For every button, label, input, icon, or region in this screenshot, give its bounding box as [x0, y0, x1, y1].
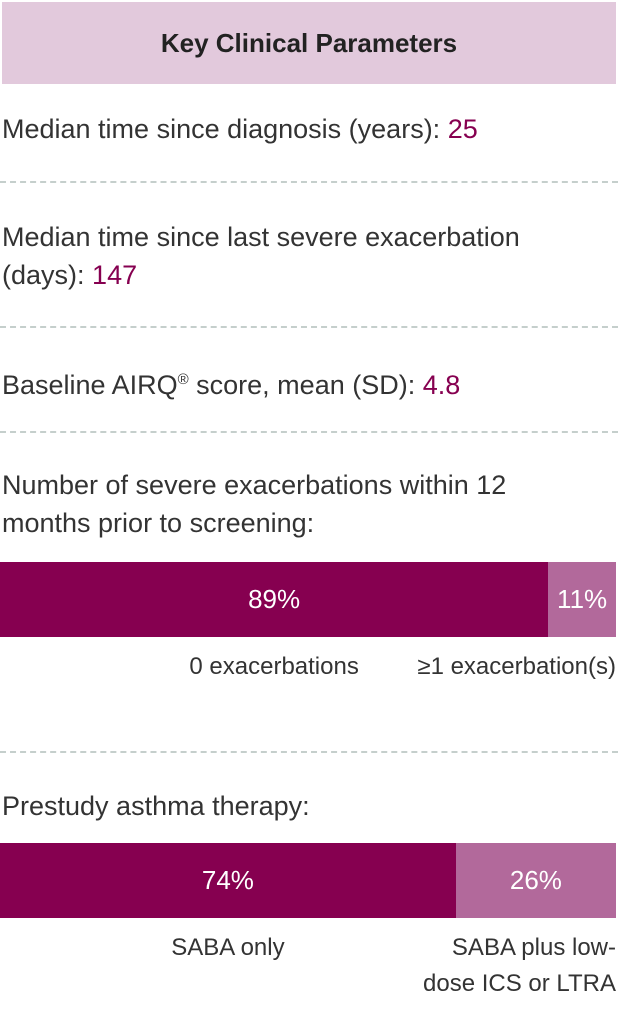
bar-segment: 11% — [548, 562, 616, 637]
segment-value-label: 26% — [509, 865, 562, 895]
segment-label: 0 exacerbations — [189, 653, 359, 680]
parameter: Baseline AIRQ® score, mean (SD): 4.8 — [2, 361, 602, 404]
superscript: ® — [177, 371, 189, 388]
bar-title: Number of severe exacerbations within 12… — [2, 470, 507, 538]
segment-label: SABA plus low-dose ICS or LTRA — [423, 934, 616, 997]
divider — [0, 751, 618, 753]
bar-segment: 26% — [455, 843, 616, 918]
bar-segment: 89% — [0, 562, 549, 637]
segment-label: SABA only — [171, 934, 285, 961]
parameter-value: 25 — [447, 114, 478, 144]
divider — [0, 431, 618, 433]
parameter-value: 4.8 — [422, 370, 461, 400]
segment-value-label: 74% — [201, 865, 254, 895]
segment-label: ≥1 exacerbation(s) — [417, 653, 616, 680]
parameter-label: Baseline AIRQ — [2, 370, 178, 400]
header-title: Key Clinical Parameters — [2, 2, 616, 84]
bar-segment: 74% — [0, 843, 456, 918]
stacked-bar: 74% 26% — [0, 843, 616, 918]
stacked-bar: 89% 11% — [0, 562, 616, 637]
bar-title: Prestudy asthma therapy: — [2, 791, 310, 821]
parameter-label: Median time since diagnosis (years): — [2, 114, 441, 144]
parameter: Median time since diagnosis (years): 25 — [2, 110, 602, 148]
segment-value-label: 89% — [248, 584, 301, 614]
divider — [0, 326, 618, 328]
parameter-value: 147 — [92, 260, 138, 290]
segment-value-label: 11% — [557, 584, 608, 614]
parameter: Median time since last severe exacerbati… — [2, 218, 602, 294]
divider — [0, 181, 618, 183]
parameter-label-end: score, mean (SD): — [188, 370, 416, 400]
parameter-label: Median time since last severe exacerbati… — [2, 222, 520, 290]
